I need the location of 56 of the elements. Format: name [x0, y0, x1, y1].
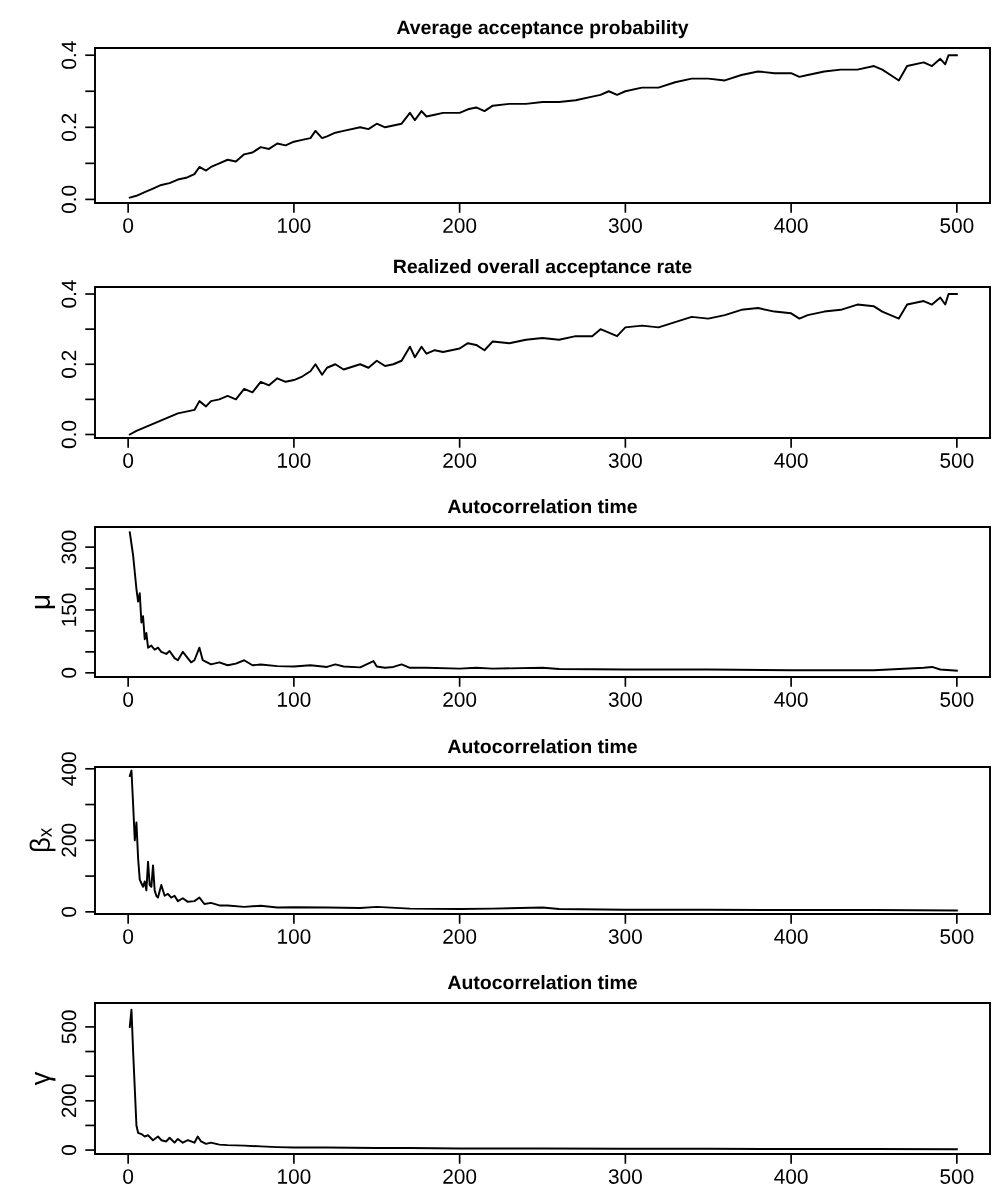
chart-title: Realized overall acceptance rate [394, 259, 692, 278]
x-tick-label: 200 [443, 1169, 477, 1184]
x-tick-label: 200 [443, 692, 477, 707]
x-tick-label: 400 [774, 929, 808, 944]
x-tick-label: 0 [123, 1169, 134, 1184]
chart-title: Autocorrelation time [447, 739, 637, 754]
x-tick-label: 100 [278, 453, 311, 468]
x-tick-label: 200 [443, 453, 477, 468]
x-tick-label: 500 [940, 453, 974, 468]
y-tick-label: 0 [61, 1145, 77, 1156]
x-tick-label: 0 [123, 218, 134, 233]
y-tick-label: 0.4 [61, 280, 77, 308]
y-tick-label: 0.0 [61, 185, 77, 214]
x-tick-label: 400 [774, 453, 808, 468]
x-tick-label: 0 [123, 692, 134, 707]
y-axis-title: γ [35, 1071, 56, 1086]
y-tick-label: 500 [61, 1010, 77, 1044]
x-tick-label: 500 [940, 692, 974, 707]
x-tick-label: 100 [278, 1169, 311, 1184]
x-tick-label: 300 [608, 218, 642, 233]
x-tick-label: 400 [774, 1169, 808, 1184]
line-series [128, 531, 958, 672]
x-tick-label: 500 [940, 218, 974, 233]
line-series [128, 54, 958, 199]
y-tick-label: 0.2 [61, 350, 77, 378]
y-tick-label: 200 [61, 1084, 77, 1118]
line-series [128, 1008, 958, 1151]
y-tick-label: 400 [61, 752, 77, 786]
y-tick-label: 0 [61, 667, 77, 678]
y-tick-label: 0.4 [61, 41, 77, 69]
x-tick-label: 400 [774, 218, 808, 233]
y-tick-label: 300 [61, 530, 77, 564]
x-tick-label: 300 [608, 1169, 642, 1184]
x-tick-label: 0 [123, 929, 134, 944]
x-tick-label: 200 [443, 929, 477, 944]
x-tick-label: 500 [940, 1169, 974, 1184]
x-tick-label: 200 [443, 218, 477, 233]
x-tick-label: 300 [608, 929, 642, 944]
chart-title: Autocorrelation time [447, 499, 637, 514]
y-tick-label: 200 [61, 823, 77, 857]
y-tick-label: 0 [61, 906, 77, 917]
x-tick-label: 300 [608, 692, 642, 707]
y-axis-title: βₓ [29, 828, 56, 852]
y-axis-title: μ [35, 596, 56, 609]
y-tick-label: 150 [61, 593, 77, 626]
y-tick-label: 0.2 [61, 113, 77, 141]
x-tick-label: 100 [278, 692, 311, 707]
y-tick-label: 0.0 [61, 420, 77, 449]
x-tick-label: 300 [608, 453, 642, 468]
chart-title: Average acceptance probability [396, 20, 689, 39]
x-tick-label: 0 [123, 453, 134, 468]
x-tick-label: 500 [940, 929, 974, 944]
x-tick-label: 100 [278, 218, 311, 233]
x-tick-label: 100 [278, 929, 311, 944]
x-tick-label: 400 [774, 692, 808, 707]
chart-title: Autocorrelation time [447, 975, 637, 990]
